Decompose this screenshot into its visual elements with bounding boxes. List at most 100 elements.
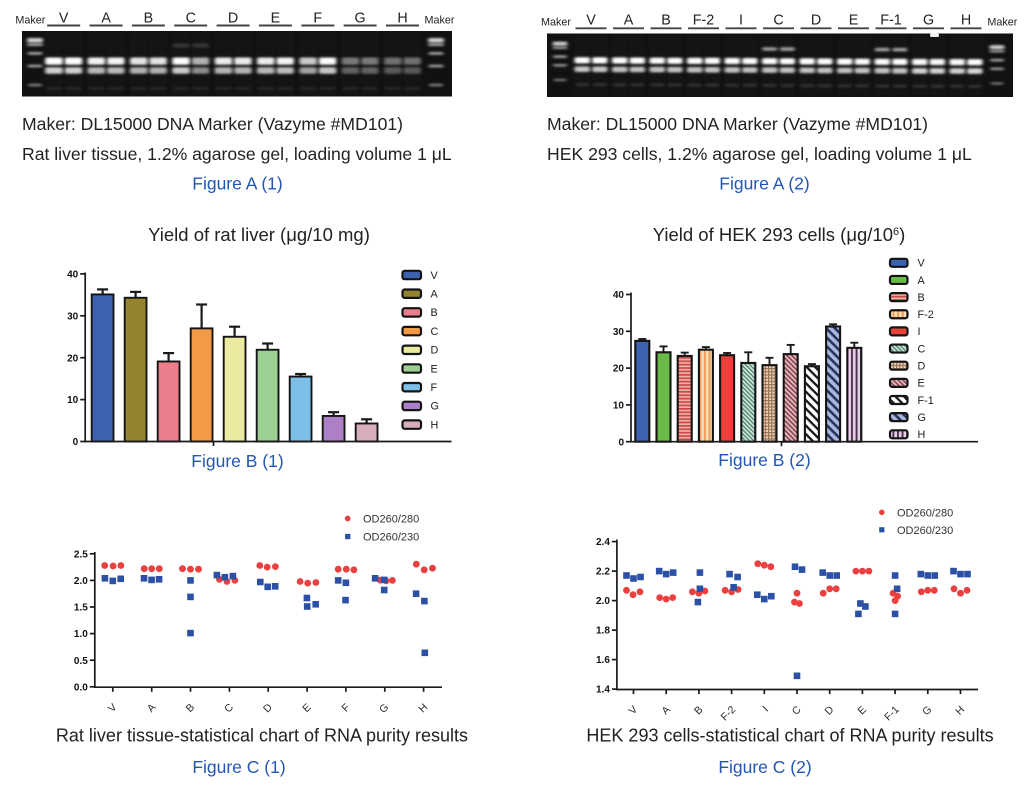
svg-text:1.8: 1.8 bbox=[596, 626, 610, 637]
svg-text:40: 40 bbox=[613, 290, 625, 301]
svg-text:V: V bbox=[586, 12, 596, 28]
svg-text:2.5: 2.5 bbox=[74, 549, 88, 560]
svg-text:V: V bbox=[106, 701, 119, 714]
svg-text:F-1: F-1 bbox=[880, 12, 901, 28]
svg-text:HEK 293 cells-statistical char: HEK 293 cells-statistical chart of RNA p… bbox=[586, 726, 993, 746]
svg-text:0: 0 bbox=[73, 437, 79, 448]
svg-text:C: C bbox=[186, 11, 196, 27]
svg-text:20: 20 bbox=[67, 353, 79, 364]
svg-text:H: H bbox=[918, 429, 926, 441]
svg-text:C: C bbox=[222, 701, 236, 715]
svg-text:B: B bbox=[431, 307, 438, 319]
svg-text:G: G bbox=[355, 11, 366, 27]
svg-text:I: I bbox=[739, 12, 743, 28]
svg-text:C: C bbox=[773, 12, 783, 28]
svg-text:1.4: 1.4 bbox=[596, 685, 610, 696]
svg-text:Figure B (1): Figure B (1) bbox=[191, 451, 283, 471]
svg-text:E: E bbox=[431, 363, 438, 375]
svg-text:D: D bbox=[811, 12, 821, 28]
svg-text:HEK 293 cells, 1.2% agarose ge: HEK 293 cells, 1.2% agarose gel, loading… bbox=[547, 144, 972, 164]
svg-text:40: 40 bbox=[67, 270, 79, 281]
svg-text:2.0: 2.0 bbox=[596, 596, 610, 607]
svg-text:B: B bbox=[692, 704, 705, 717]
svg-text:E: E bbox=[849, 12, 859, 28]
svg-text:G: G bbox=[920, 704, 934, 718]
svg-text:Maker: Maker bbox=[541, 17, 571, 29]
svg-text:Yield of HEK 293 cells (μg/106: Yield of HEK 293 cells (μg/106) bbox=[653, 224, 906, 245]
svg-text:D: D bbox=[918, 361, 926, 373]
svg-text:A: A bbox=[101, 11, 111, 27]
svg-text:30: 30 bbox=[67, 311, 79, 322]
svg-text:F-2: F-2 bbox=[918, 309, 934, 321]
svg-text:E: E bbox=[300, 701, 313, 714]
svg-text:I: I bbox=[760, 704, 771, 715]
svg-text:1.5: 1.5 bbox=[74, 603, 88, 614]
svg-text:G: G bbox=[377, 701, 391, 715]
svg-text:E: E bbox=[856, 704, 869, 717]
svg-text:E: E bbox=[918, 378, 925, 390]
svg-text:Maker: Maker bbox=[987, 17, 1017, 29]
svg-text:F-1: F-1 bbox=[918, 395, 934, 407]
svg-text:OD260/230: OD260/230 bbox=[363, 532, 419, 544]
svg-text:A: A bbox=[431, 289, 439, 301]
svg-text:I: I bbox=[918, 326, 921, 338]
svg-text:A: A bbox=[145, 701, 158, 714]
svg-text:Figure A (2): Figure A (2) bbox=[719, 174, 809, 194]
svg-text:20: 20 bbox=[613, 364, 625, 375]
svg-text:H: H bbox=[953, 704, 967, 718]
svg-text:F: F bbox=[313, 11, 322, 27]
svg-text:OD260/230: OD260/230 bbox=[897, 525, 953, 537]
svg-text:Figure A (1): Figure A (1) bbox=[192, 174, 282, 194]
svg-text:Maker: DL15000 DNA Marker (Vaz: Maker: DL15000 DNA Marker (Vazyme #MD101… bbox=[22, 114, 403, 134]
svg-text:B: B bbox=[661, 12, 671, 28]
svg-text:E: E bbox=[271, 11, 281, 27]
svg-text:B: B bbox=[184, 701, 197, 714]
svg-text:F-2: F-2 bbox=[719, 704, 739, 724]
svg-text:D: D bbox=[431, 345, 439, 357]
svg-text:B: B bbox=[144, 11, 154, 27]
svg-text:Figure C (2): Figure C (2) bbox=[718, 757, 811, 777]
svg-text:F-2: F-2 bbox=[693, 12, 714, 28]
svg-text:H: H bbox=[416, 701, 430, 715]
svg-text:0.0: 0.0 bbox=[74, 682, 88, 693]
svg-text:0: 0 bbox=[618, 437, 624, 448]
svg-text:10: 10 bbox=[67, 395, 79, 406]
svg-text:H: H bbox=[431, 419, 439, 431]
svg-text:Rat liver tissue-statistical c: Rat liver tissue-statistical chart of RN… bbox=[56, 726, 468, 746]
svg-text:2.2: 2.2 bbox=[596, 567, 610, 578]
svg-text:V: V bbox=[431, 270, 439, 282]
svg-text:C: C bbox=[918, 343, 926, 355]
svg-text:Maker: Maker bbox=[425, 15, 455, 27]
svg-text:A: A bbox=[918, 275, 926, 287]
svg-text:30: 30 bbox=[613, 327, 625, 338]
svg-text:A: A bbox=[659, 704, 672, 717]
svg-text:0.5: 0.5 bbox=[74, 656, 88, 667]
svg-text:H: H bbox=[397, 11, 407, 27]
svg-text:G: G bbox=[923, 12, 934, 28]
svg-text:Yield of rat liver (μg/10 mg): Yield of rat liver (μg/10 mg) bbox=[148, 224, 370, 245]
svg-text:Figure B (2): Figure B (2) bbox=[718, 450, 810, 470]
svg-text:G: G bbox=[431, 401, 439, 413]
svg-text:D: D bbox=[822, 703, 836, 717]
svg-text:OD260/280: OD260/280 bbox=[897, 507, 953, 519]
svg-text:OD260/280: OD260/280 bbox=[363, 514, 419, 526]
svg-text:B: B bbox=[918, 292, 925, 304]
svg-text:1.0: 1.0 bbox=[74, 629, 88, 640]
svg-text:V: V bbox=[918, 258, 926, 270]
svg-text:2.0: 2.0 bbox=[74, 576, 88, 587]
svg-text:F: F bbox=[339, 701, 352, 714]
svg-text:Rat liver tissue, 1.2% agarose: Rat liver tissue, 1.2% agarose gel, load… bbox=[22, 144, 452, 164]
svg-text:V: V bbox=[59, 11, 69, 27]
svg-text:F-1: F-1 bbox=[882, 704, 902, 724]
svg-text:Maker: DL15000 DNA Marker (Vaz: Maker: DL15000 DNA Marker (Vazyme #MD101… bbox=[547, 114, 928, 134]
svg-text:C: C bbox=[790, 703, 804, 717]
svg-text:D: D bbox=[261, 701, 275, 715]
svg-text:G: G bbox=[918, 412, 926, 424]
svg-text:D: D bbox=[228, 11, 238, 27]
svg-text:C: C bbox=[431, 326, 439, 338]
svg-text:F: F bbox=[431, 382, 438, 394]
svg-text:2.4: 2.4 bbox=[596, 537, 610, 548]
svg-text:Figure C (1): Figure C (1) bbox=[192, 757, 285, 777]
svg-text:V: V bbox=[627, 704, 640, 717]
svg-text:H: H bbox=[961, 12, 971, 28]
